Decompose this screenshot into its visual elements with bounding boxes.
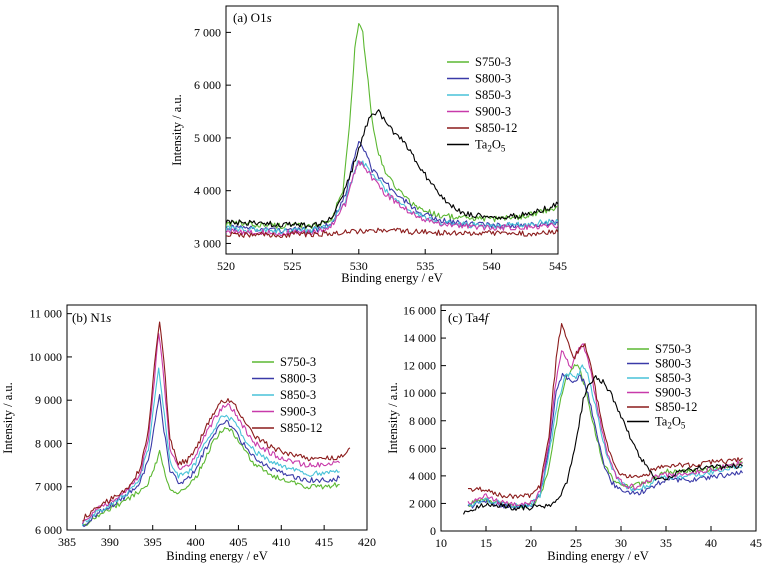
- n1s-legend-label-s800-3: S800-3: [280, 372, 316, 386]
- n1s-x-tick-label: 405: [229, 535, 247, 549]
- o1s-y-tick-label: 6 000: [194, 78, 221, 92]
- o1s-series-s900-3: [226, 160, 558, 237]
- ta4f-series-ta2o5: [462, 375, 743, 515]
- ta4f-legend-label-s900-3: S900-3: [655, 386, 691, 400]
- ta4f-y-tick-label: 12 000: [403, 359, 436, 373]
- ta4f-y-tick-label: 2 000: [409, 496, 436, 510]
- o1s-legend-label-s800-3: S800-3: [475, 72, 511, 86]
- o1s-panel-title: (a) O1s: [233, 10, 272, 25]
- ta4f-x-tick-label: 35: [660, 536, 672, 550]
- n1s-legend-label-s900-3: S900-3: [280, 405, 316, 419]
- o1s-x-tick-label: 530: [350, 259, 368, 273]
- ta4f-x-tick-label: 45: [750, 536, 762, 550]
- o1s-plot-frame: [225, 5, 559, 255]
- n1s-x-tick-label: 400: [187, 535, 205, 549]
- o1s-y-tick-label: 5 000: [194, 131, 221, 145]
- n1s-x-tick-label: 410: [272, 535, 290, 549]
- o1s-legend-label-s850-3: S850-3: [475, 88, 511, 102]
- ta4f-y-tick-label: 8 000: [409, 414, 436, 428]
- n1s-y-tick-label: 11 000: [29, 307, 62, 321]
- n1s-panel: 385 390 395 400 405 410 415 420 6 000 7 000 8 000 9…: [1, 304, 376, 563]
- n1s-ticks: 385 390 395 400 405 410 415 420 6 000 7 000 8 000 9…: [29, 307, 376, 549]
- ta4f-y-tick-label: 16 000: [403, 304, 436, 318]
- ta4f-x-tick-label: 10: [435, 536, 447, 550]
- ta4f-x-tick-label: 20: [525, 536, 537, 550]
- o1s-series-s850-12: [226, 227, 558, 239]
- o1s-x-tick-label: 520: [217, 259, 235, 273]
- n1s-y-axis-label: Intensity / a.u.: [1, 382, 15, 454]
- o1s-series-ta2o5: [226, 109, 558, 229]
- n1s-x-axis-label: Binding energy / eV: [166, 549, 268, 563]
- ta4f-y-tick-label: 6 000: [409, 441, 436, 455]
- o1s-legend-label-s850-12: S850-12: [475, 121, 517, 135]
- ta4f-legend-label-ta2o5: Ta2O5: [655, 415, 686, 431]
- ta4f-y-tick-label: 14 000: [403, 331, 436, 345]
- n1s-y-tick-label: 10 000: [29, 350, 62, 364]
- n1s-y-tick-label: 7 000: [35, 480, 62, 494]
- o1s-legend-label-ta2o5: Ta2O5: [475, 138, 506, 154]
- ta4f-series-layer: [462, 323, 743, 515]
- n1s-panel-title: (b) N1s: [72, 310, 111, 325]
- ta4f-y-axis-label: Intensity / a.u.: [386, 382, 400, 454]
- o1s-y-tick-label: 4 000: [194, 184, 221, 198]
- n1s-x-tick-label: 415: [315, 535, 333, 549]
- ta4f-ticks: 10 15 20 25 30 35 40 45 0 2 000 4 000 6 000 8 000 10 …: [403, 304, 762, 550]
- n1s-legend-label-s750-3: S750-3: [280, 355, 316, 369]
- n1s-y-tick-label: 6 000: [35, 523, 62, 537]
- n1s-series-s850-3: [81, 367, 340, 527]
- ta4f-series-s900-3: [467, 343, 743, 507]
- n1s-plot-frame: [66, 304, 368, 531]
- ta4f-x-tick-label: 15: [480, 536, 492, 550]
- n1s-legend-label-s850-3: S850-3: [280, 388, 316, 402]
- o1s-x-tick-label: 525: [283, 259, 301, 273]
- o1s-x-tick-label: 540: [483, 259, 501, 273]
- ta4f-x-tick-label: 30: [615, 536, 627, 550]
- ta4f-legend-label-s850-12: S850-12: [655, 400, 697, 414]
- o1s-panel: 520 525 530 535 540 545 3 000 4 000 5 000 6 000 7 …: [170, 5, 567, 285]
- ta4f-series-s850-3: [467, 364, 743, 510]
- n1s-legend-label-s850-12: S850-12: [280, 421, 322, 435]
- o1s-legend: S750-3 S800-3 S850-3 S900-3 S850-12 Ta2O5: [447, 55, 517, 154]
- o1s-series-layer: [226, 22, 558, 239]
- ta4f-legend-label-s850-3: S850-3: [655, 371, 691, 385]
- o1s-x-axis-label: Binding energy / eV: [341, 271, 443, 285]
- ta4f-legend-label-s800-3: S800-3: [655, 357, 691, 371]
- ta4f-x-axis-label: Binding energy / eV: [547, 549, 649, 563]
- ta4f-x-tick-label: 25: [570, 536, 582, 550]
- o1s-y-tick-label: 7 000: [194, 25, 221, 39]
- ta4f-series-s850-12: [467, 323, 743, 500]
- n1s-y-tick-label: 9 000: [35, 393, 62, 407]
- n1s-x-tick-label: 420: [358, 535, 376, 549]
- n1s-legend: S750-3 S800-3 S850-3 S900-3 S850-12: [252, 355, 322, 435]
- o1s-y-axis-label: Intensity / a.u.: [170, 94, 184, 166]
- n1s-series-s900-3: [81, 333, 341, 524]
- n1s-x-tick-label: 385: [58, 535, 76, 549]
- n1s-series-s850-12: [82, 321, 351, 522]
- n1s-series-layer: [81, 321, 351, 528]
- o1s-series-s800-3: [226, 140, 558, 234]
- o1s-x-tick-label: 545: [549, 259, 567, 273]
- ta4f-y-tick-label: 4 000: [409, 469, 436, 483]
- o1s-ticks: 520 525 530 535 540 545 3 000 4 000 5 000 6 000 7 …: [194, 25, 567, 273]
- o1s-legend-label-s900-3: S900-3: [475, 105, 511, 119]
- ta4f-legend-label-s750-3: S750-3: [655, 342, 691, 356]
- o1s-x-tick-label: 535: [416, 259, 434, 273]
- ta4f-y-tick-label: 0: [430, 524, 436, 538]
- ta4f-y-tick-label: 10 000: [403, 386, 436, 400]
- o1s-legend-label-s750-3: S750-3: [475, 55, 511, 69]
- ta4f-x-tick-label: 40: [705, 536, 717, 550]
- n1s-series-s750-3: [82, 427, 340, 527]
- n1s-x-tick-label: 395: [144, 535, 162, 549]
- o1s-y-tick-label: 3 000: [194, 236, 221, 250]
- ta4f-plot-frame: [440, 304, 757, 532]
- ta4f-panel-title: (c) Ta4f: [448, 310, 491, 325]
- n1s-x-tick-label: 390: [101, 535, 119, 549]
- ta4f-panel: 10 15 20 25 30 35 40 45 0 2 000 4 000 6 000 8 000 10 …: [386, 304, 762, 563]
- n1s-y-tick-label: 8 000: [35, 436, 62, 450]
